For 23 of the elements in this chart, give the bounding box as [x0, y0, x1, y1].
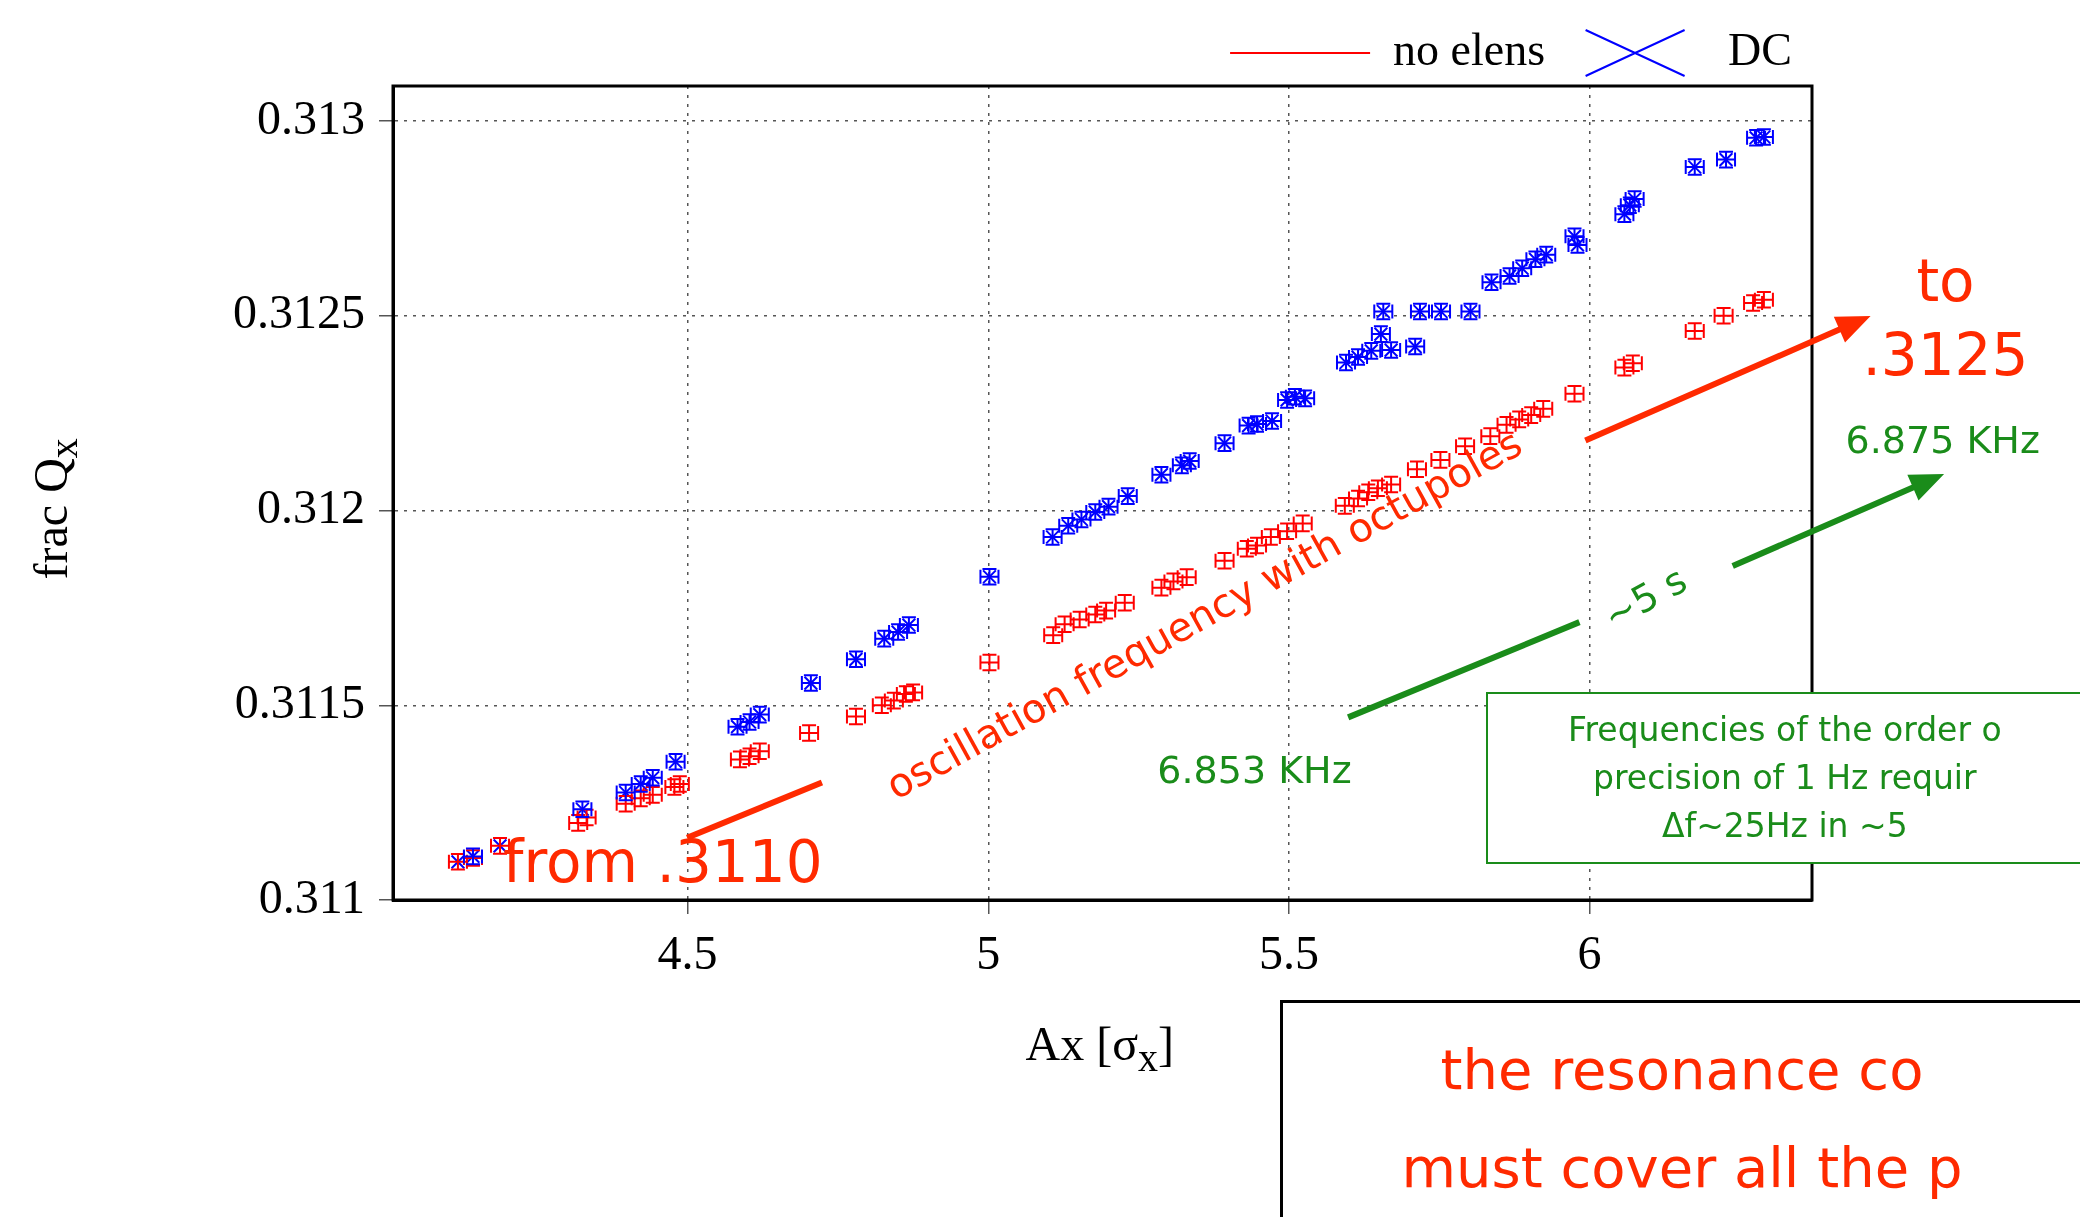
text: 6.875 KHz — [1845, 418, 2040, 463]
x-tick-label: 5 — [976, 926, 1001, 980]
x-tick-label: 6 — [1577, 926, 1602, 980]
text: to — [1916, 247, 1975, 316]
legend-label: DC — [1728, 24, 1792, 76]
note-box: Frequencies of the order o precision of 1 Hz requir Δf~25Hz in ~5 — [1485, 692, 2080, 864]
x-tick-label: 5.5 — [1258, 926, 1319, 980]
legend-label: no elens — [1393, 24, 1546, 76]
note-box: the resonance co must cover all the p — [1280, 1000, 2080, 1217]
x-axis-title: Ax [σ$_{x}$] — [1025, 1017, 1175, 1080]
annotation: precision of 1 Hz requir — [1593, 758, 1977, 798]
y-tick-label: 0.3125 — [233, 285, 365, 339]
y-tick-label: 0.3115 — [234, 674, 365, 728]
annotation: from .3110 — [503, 827, 823, 896]
annotation: Frequencies of the order o — [1567, 710, 2002, 750]
y-tick-label: 0.313 — [257, 90, 365, 144]
annotation: Δf~25Hz in ~5 — [1661, 806, 1908, 846]
annotation: 6.853 KHz — [1157, 747, 1352, 792]
y-tick-label: 0.312 — [257, 480, 365, 534]
y-tick-label: 0.311 — [258, 869, 365, 923]
annotation: ~5 s — [1595, 557, 1694, 639]
x-tick-label: 4.5 — [657, 926, 718, 980]
text: .3125 — [1862, 320, 2029, 389]
